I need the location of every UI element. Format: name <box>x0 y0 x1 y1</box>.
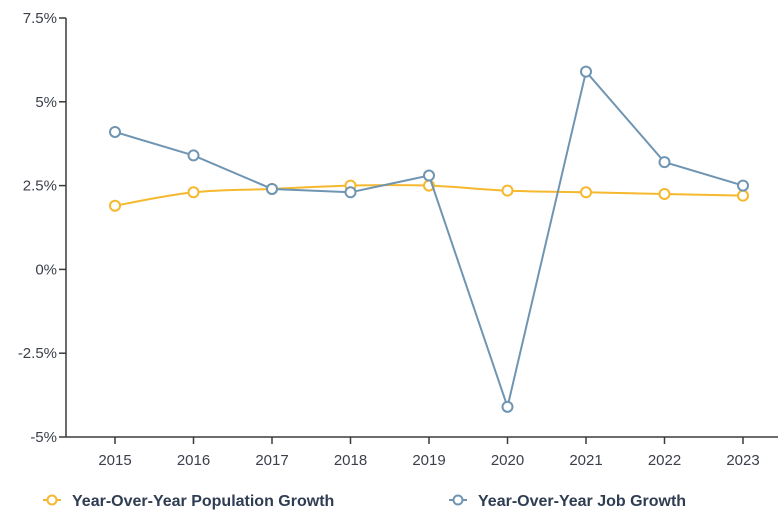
legend-item: Year-Over-Year Population Growth <box>43 493 334 510</box>
y-tick-label: -5% <box>30 429 57 446</box>
data-point <box>187 186 200 199</box>
y-tick-label: 0% <box>35 261 57 278</box>
legend: Year-Over-Year Population Growth Year-Ove… <box>43 493 686 510</box>
data-point <box>658 187 671 200</box>
series-population-growth <box>109 179 749 212</box>
data-point <box>266 182 278 195</box>
y-tick-label: 2.5% <box>23 178 57 195</box>
data-point <box>658 156 671 169</box>
y-tick-label: 7.5% <box>23 10 57 27</box>
series-layer <box>109 65 749 413</box>
x-tick-label: 2016 <box>177 452 210 469</box>
legend-label: Year-Over-Year Job Growth <box>478 493 686 510</box>
y-tick-label: -2.5% <box>18 345 57 362</box>
y-axis-ticks: 7.5% 5% 2.5% 0% -2.5% -5% <box>18 10 66 446</box>
x-tick-label: 2019 <box>412 452 445 469</box>
series-line <box>114 69 744 411</box>
series-job-growth <box>109 65 749 413</box>
x-tick-label: 2020 <box>491 452 524 469</box>
data-point <box>109 125 121 138</box>
x-tick-label: 2021 <box>569 452 602 469</box>
x-tick-label: 2022 <box>648 452 681 469</box>
data-point <box>737 179 749 192</box>
data-point <box>109 199 121 212</box>
legend-item: Year-Over-Year Job Growth <box>449 493 686 510</box>
x-tick-label: 2017 <box>255 452 288 469</box>
axes <box>65 18 778 438</box>
data-point <box>580 65 592 78</box>
data-point <box>501 184 514 197</box>
data-point <box>737 189 749 202</box>
x-tick-label: 2023 <box>726 452 759 469</box>
data-point <box>344 186 357 199</box>
x-tick-label: 2015 <box>98 452 131 469</box>
y-tick-label: 5% <box>35 94 57 111</box>
data-point <box>501 400 514 413</box>
legend-marker <box>46 494 58 506</box>
data-point <box>423 169 435 182</box>
x-axis-ticks: 2015 2016 2017 2018 2019 2020 2021 2022 2023 <box>98 437 760 469</box>
data-point <box>580 186 592 199</box>
x-tick-label: 2018 <box>334 452 367 469</box>
legend-label: Year-Over-Year Population Growth <box>72 493 334 510</box>
data-point <box>187 149 200 162</box>
legend-marker <box>452 494 464 506</box>
